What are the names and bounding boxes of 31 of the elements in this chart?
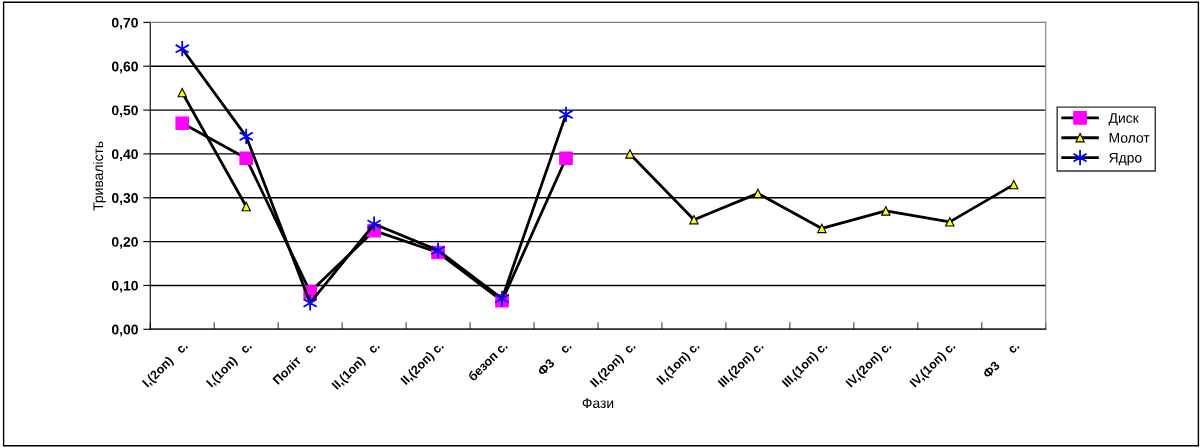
point: [302, 294, 318, 312]
point: [175, 116, 190, 131]
legend-label: Молот: [1109, 133, 1150, 143]
point: [625, 149, 635, 159]
point: [366, 215, 382, 233]
point: [558, 105, 574, 124]
x-tick-label: Ф3 с.: [982, 341, 1020, 379]
y-axis-title: Тривалість: [92, 141, 106, 211]
y-tick-label: 0,50: [111, 105, 138, 118]
y-tick-label: 0,00: [111, 324, 138, 337]
point: [239, 151, 254, 166]
y-tick-label: 0,60: [111, 61, 138, 74]
point: [559, 151, 573, 166]
point: [817, 223, 827, 234]
point: [881, 206, 891, 216]
point: [241, 201, 251, 212]
y-tick-label: 0,70: [111, 17, 138, 30]
legend-label: Диск: [1108, 113, 1139, 126]
point: [689, 214, 699, 225]
y-tick-label: 0,20: [111, 236, 138, 249]
y-tick-label: 0,30: [111, 193, 138, 205]
point: [1009, 179, 1019, 190]
point: [430, 241, 446, 259]
point: [238, 127, 254, 145]
point: [945, 217, 955, 227]
x-axis-title: Фази: [582, 398, 614, 409]
y-tick-label: 0,40: [111, 149, 138, 162]
x-tick-label: Ф3 с.: [536, 341, 572, 377]
point: [177, 87, 187, 98]
y-tick-label: 0,10: [111, 280, 138, 293]
legend-label: Ядро: [1109, 152, 1142, 166]
